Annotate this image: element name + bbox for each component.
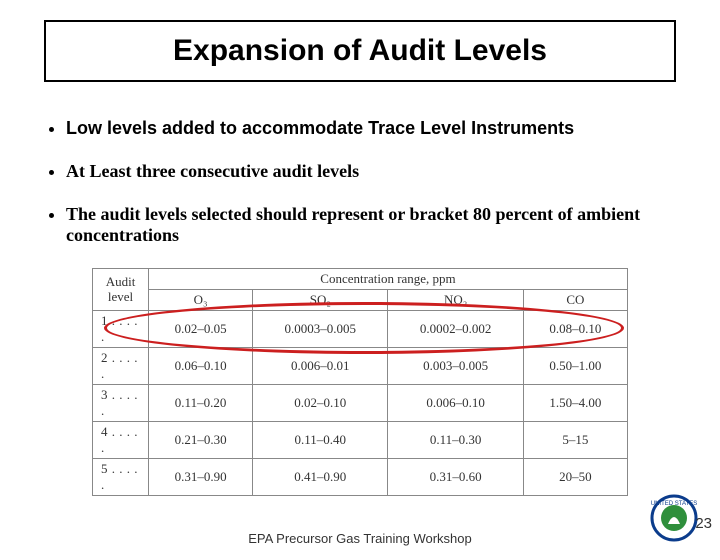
table-cell: 0.31–0.60	[388, 459, 523, 496]
col-header-o3: O₃	[149, 290, 253, 311]
bullet-item: The audit levels selected should represe…	[66, 204, 680, 246]
table-row: 4 . . . . . 0.21–0.30 0.11–0.40 0.11–0.3…	[93, 422, 628, 459]
table-cell: 0.02–0.05	[149, 311, 253, 348]
table-row: 2 . . . . . 0.06–0.10 0.006–0.01 0.003–0…	[93, 348, 628, 385]
bullet-list: Low levels added to accommodate Trace Le…	[40, 118, 680, 246]
table-cell: 5–15	[523, 422, 627, 459]
col-header-no2: NO₂	[388, 290, 523, 311]
concentration-table: Audit level Concentration range, ppm O₃ …	[92, 268, 628, 496]
footer-text: EPA Precursor Gas Training Workshop	[0, 531, 720, 546]
table-cell: 20–50	[523, 459, 627, 496]
table-cell: 0.11–0.30	[388, 422, 523, 459]
col-header-so2: SO₂	[253, 290, 388, 311]
table-cell: 0.08–0.10	[523, 311, 627, 348]
row-label: 3 . . . . .	[93, 385, 149, 422]
col-header-concentration: Concentration range, ppm	[149, 269, 628, 290]
table-row: 1 . . . . . 0.02–0.05 0.0003–0.005 0.000…	[93, 311, 628, 348]
table-cell: 0.003–0.005	[388, 348, 523, 385]
bullet-item: At Least three consecutive audit levels	[66, 161, 680, 182]
col-header-co: CO	[523, 290, 627, 311]
slide-number: 23	[695, 515, 712, 532]
bullet-item: Low levels added to accommodate Trace Le…	[66, 118, 680, 139]
table-row: 5 . . . . . 0.31–0.90 0.41–0.90 0.31–0.6…	[93, 459, 628, 496]
table-cell: 0.06–0.10	[149, 348, 253, 385]
table-row: 3 . . . . . 0.11–0.20 0.02–0.10 0.006–0.…	[93, 385, 628, 422]
svg-text:UNITED STATES: UNITED STATES	[651, 501, 697, 507]
row-label: 5 . . . . .	[93, 459, 149, 496]
row-label: 4 . . . . .	[93, 422, 149, 459]
table-cell: 0.11–0.20	[149, 385, 253, 422]
slide-title-box: Expansion of Audit Levels	[44, 20, 676, 82]
table-cell: 0.0002–0.002	[388, 311, 523, 348]
table-container: Audit level Concentration range, ppm O₃ …	[92, 268, 628, 496]
table-cell: 0.0003–0.005	[253, 311, 388, 348]
col-header-audit-level: Audit level	[93, 269, 149, 311]
table-cell: 0.006–0.01	[253, 348, 388, 385]
row-label: 1 . . . . .	[93, 311, 149, 348]
table-cell: 0.31–0.90	[149, 459, 253, 496]
slide-title: Expansion of Audit Levels	[54, 34, 666, 68]
table-cell: 0.50–1.00	[523, 348, 627, 385]
table-cell: 0.02–0.10	[253, 385, 388, 422]
epa-seal-icon: UNITED STATES	[650, 494, 698, 542]
table-cell: 0.41–0.90	[253, 459, 388, 496]
row-label: 2 . . . . .	[93, 348, 149, 385]
table-cell: 0.21–0.30	[149, 422, 253, 459]
table-cell: 1.50–4.00	[523, 385, 627, 422]
table-cell: 0.11–0.40	[253, 422, 388, 459]
table-cell: 0.006–0.10	[388, 385, 523, 422]
